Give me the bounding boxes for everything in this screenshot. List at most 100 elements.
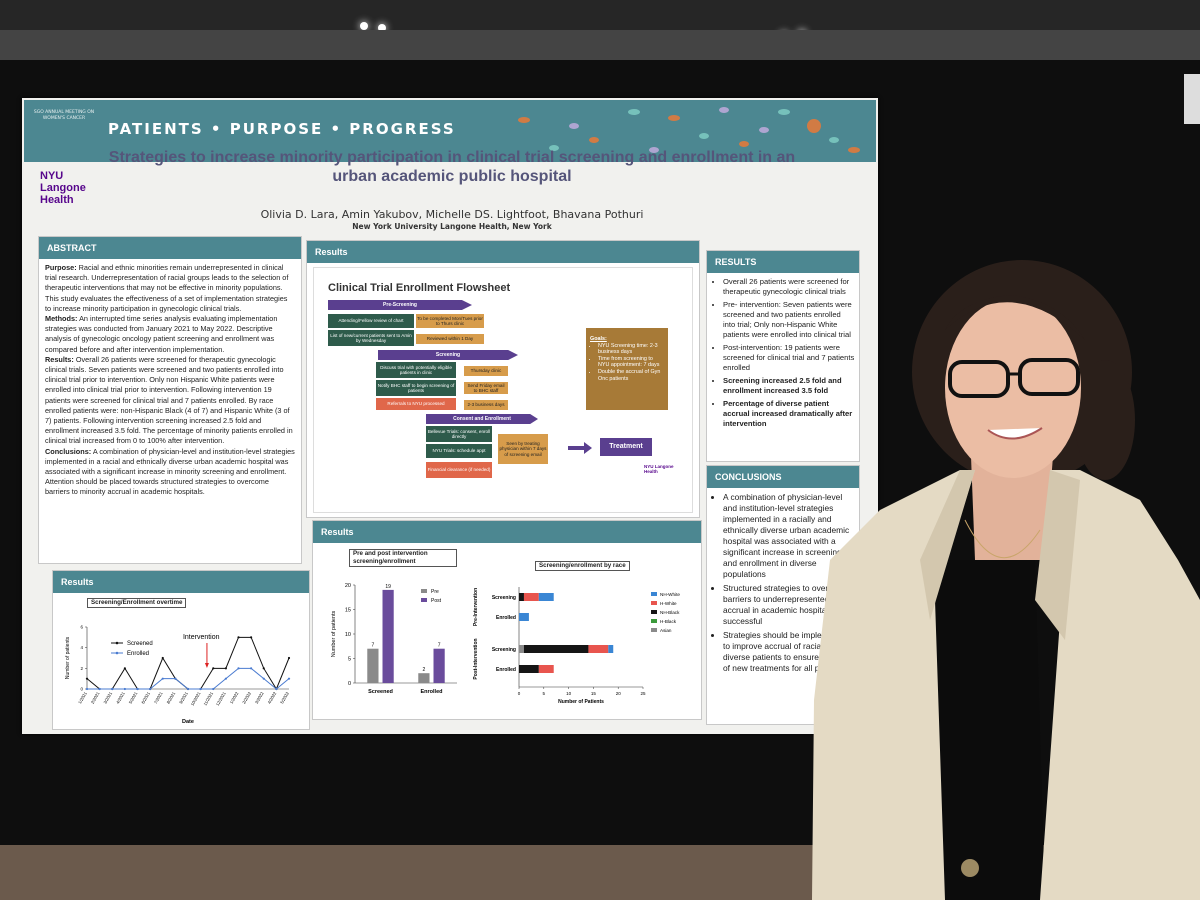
paragraph-label: Purpose:: [45, 263, 77, 272]
point: [262, 677, 265, 680]
point: [237, 667, 240, 670]
results-panel: Results Screening/Enrollment overtime 0 2…: [52, 570, 310, 730]
list-item: Screening increased 2.5 fold and enrollm…: [723, 376, 855, 396]
x-tick-label: 5/2022: [279, 690, 290, 704]
bar: [367, 648, 379, 683]
point: [199, 687, 202, 691]
authors: Olivia D. Lara, Amin Yakubov, Michelle D…: [260, 208, 644, 221]
decoration: [518, 107, 860, 153]
chart-title: Screening/Enrollment overtime: [87, 598, 187, 608]
y-tick-label: 2: [80, 666, 83, 671]
flowsheet-title: Clinical Trial Enrollment Flowsheet: [328, 282, 511, 294]
legend-label: H-White: [660, 601, 677, 606]
legend-swatch: [115, 641, 119, 645]
x-tick-label: 0: [518, 691, 521, 696]
step: 2-3 business days: [464, 400, 508, 410]
list-item: Strategies should be implemented to impr…: [723, 630, 855, 674]
goals-list: NYU Screening time: 2-3 business daysTim…: [590, 343, 664, 383]
legend-label: H-Black: [660, 619, 677, 624]
legend-swatch: [651, 619, 657, 623]
step: Financial clearance (if needed): [426, 462, 492, 478]
x-tick-label: 5/2021: [128, 690, 139, 704]
light: [378, 24, 386, 32]
y-tick-label: 0: [348, 681, 351, 687]
x-tick-label: 20: [616, 691, 622, 696]
bar-segment: [608, 645, 614, 653]
bar: [433, 648, 445, 683]
step: Attending/Fellow review of chart: [328, 314, 414, 328]
conclusions-panel: CONCLUSIONS A combination of physician-l…: [706, 465, 860, 725]
x-tick-label: Screened: [368, 689, 393, 695]
bar-segment: [523, 645, 589, 653]
point: [262, 667, 265, 670]
outcome: Treatment: [600, 438, 652, 456]
x-tick-label: 5: [543, 691, 546, 696]
point: [161, 677, 164, 680]
paragraph-label: Results:: [45, 354, 74, 364]
point: [287, 677, 291, 680]
stage-arrow: Pre-Screening: [328, 300, 472, 310]
banner: PATIENTS • PURPOSE • PROGRESS: [108, 120, 456, 138]
light: [360, 22, 368, 30]
point: [186, 687, 190, 691]
legend-swatch: [115, 651, 119, 655]
x-axis-title: Number of Patients: [558, 699, 604, 705]
point: [212, 667, 215, 670]
x-tick-label: 25: [640, 691, 646, 696]
list-item: Time from screening to NYU appointment: …: [598, 356, 664, 369]
y-tick-label: Screening: [492, 595, 516, 601]
paragraph-text: A combination of physician-level and ins…: [45, 446, 295, 497]
arrow: [568, 442, 592, 454]
goals-heading: Goals:: [590, 336, 607, 342]
y-tick-label: 20: [345, 583, 351, 589]
step: To be completed Mon/Tues prior to Thurs …: [416, 314, 484, 328]
institution-logo: NYU Langone Health: [40, 170, 86, 206]
y-tick-label: 0: [80, 687, 83, 692]
point: [224, 667, 227, 670]
summary-list: Overall 26 patients were screened for th…: [707, 277, 855, 432]
y-tick-label: 5: [348, 657, 351, 663]
paragraph-text: Overall 26 patients were screened for th…: [45, 354, 293, 446]
point: [123, 687, 126, 691]
meeting-logo: SGO ANNUAL MEETING ON WOMEN'S CANCER: [33, 110, 95, 121]
y-tick-label: Screening: [492, 647, 516, 653]
x-tick-label: 15: [591, 691, 597, 696]
point: [224, 677, 227, 680]
x-tick-label: 2/2021: [90, 690, 101, 704]
x-tick-label: 1/2021: [77, 690, 88, 704]
header-band: SGO ANNUAL MEETING ON WOMEN'S CANCER PAT…: [24, 100, 876, 162]
y-axis-title: Number of patients: [65, 636, 71, 679]
legend-swatch: [651, 592, 657, 596]
legend-swatch: [421, 598, 427, 602]
step: Bellevue Trials: consent, enroll directl…: [426, 426, 492, 442]
next-poster: [1184, 74, 1200, 124]
section-heading: Results: [53, 571, 309, 593]
legend-label: Pre: [431, 589, 439, 595]
value-label: 7: [438, 643, 441, 649]
section-heading: CONCLUSIONS: [707, 466, 859, 488]
point: [275, 687, 278, 691]
point: [287, 656, 291, 660]
annotation: Intervention: [183, 634, 220, 641]
legend-label: NH-Black: [660, 610, 680, 615]
y-tick-label: 15: [345, 608, 351, 614]
legend-swatch: [651, 601, 657, 605]
legend-label: NH-White: [660, 592, 680, 597]
x-tick-label: 7/2021: [153, 690, 164, 704]
paragraph-label: Methods:: [45, 314, 78, 324]
bar-chart: 0 5 10 15 20 Number of patients Screened 7 19 Enr…: [331, 583, 457, 695]
legend-label: Asian: [660, 628, 672, 633]
x-tick-label: 4/2022: [267, 690, 278, 704]
x-tick-label: 6/2021: [140, 690, 151, 704]
list-item: NYU Screening time: 2-3 business days: [598, 343, 664, 356]
y-tick-label: Enrolled: [496, 615, 516, 621]
legend-swatch: [651, 628, 657, 632]
point: [85, 687, 89, 691]
bar: [382, 589, 394, 683]
point: [237, 636, 240, 639]
abstract-paragraph: Results: Overall 26 patients were screen…: [45, 355, 295, 447]
legend-label: Enrolled: [127, 651, 149, 657]
y-tick-label: Enrolled: [496, 667, 516, 673]
group-label: Pre-Intervention: [473, 588, 479, 626]
value-label: 19: [385, 584, 391, 590]
